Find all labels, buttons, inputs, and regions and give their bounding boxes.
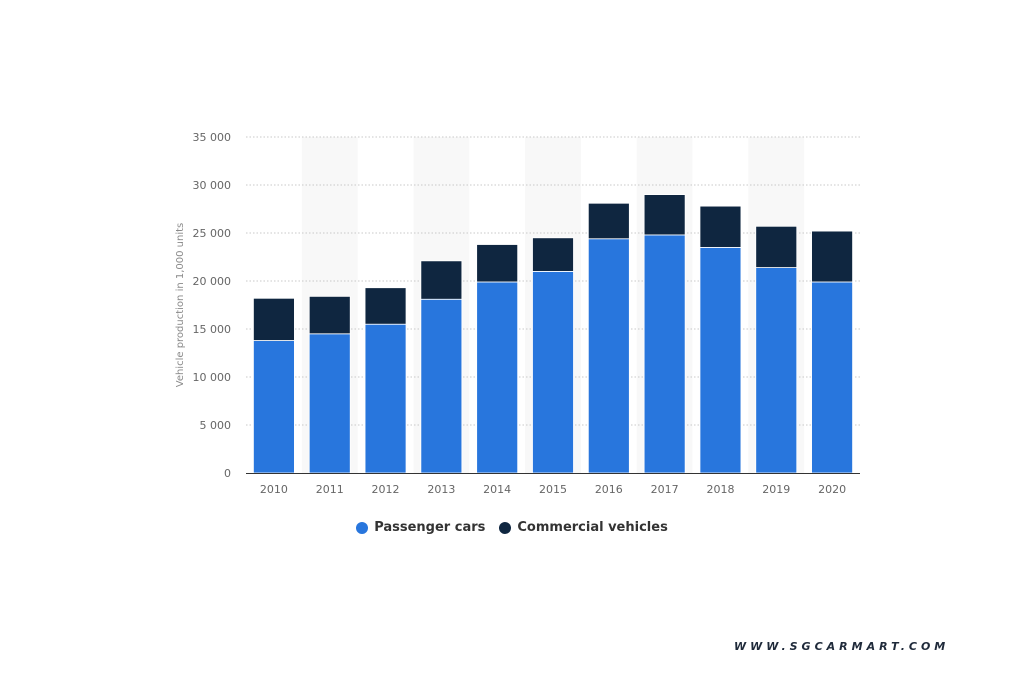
bar-passenger-cars-2019[interactable] (755, 267, 798, 474)
bar-passenger-cars-2015[interactable] (532, 270, 574, 474)
x-tick-label: 2015 (539, 483, 567, 496)
bar-commercial-vehicles-2016[interactable] (587, 202, 630, 240)
bar-commercial-vehicles-2010[interactable] (253, 297, 295, 341)
bar-commercial-vehicles-2011[interactable] (308, 295, 351, 335)
bar-passenger-cars-2016[interactable] (587, 238, 630, 474)
bar-commercial-vehicles-2020[interactable] (811, 230, 853, 283)
legend-item-passenger-cars[interactable]: Passenger cars (356, 520, 485, 535)
y-tick-label: 30 000 (193, 179, 232, 192)
legend-swatch-passenger-cars (356, 521, 369, 534)
legend-swatch-commercial-vehicles (499, 521, 512, 534)
legend-item-commercial-vehicles[interactable]: Commercial vehicles (499, 520, 668, 535)
bar-commercial-vehicles-2014[interactable] (476, 244, 519, 283)
x-tick-label: 2019 (762, 483, 790, 496)
legend: Passenger cars Commercial vehicles (0, 520, 1024, 535)
bar-commercial-vehicles-2015[interactable] (532, 237, 574, 272)
bar-commercial-vehicles-2012[interactable] (364, 287, 407, 325)
bars (253, 194, 853, 474)
x-tick-labels: 2010 2011 2012 2013 2014 2015 2016 2017 2018 2019… (260, 483, 846, 496)
bar-passenger-cars-2017[interactable] (643, 234, 686, 474)
bar-commercial-vehicles-2017[interactable] (643, 194, 686, 236)
y-tick-label: 10 000 (193, 371, 232, 384)
x-tick-label: 2020 (818, 483, 846, 496)
bar-passenger-cars-2011[interactable] (308, 333, 351, 474)
y-tick-label: 0 (224, 467, 231, 480)
y-tick-label: 35 000 (193, 131, 232, 144)
x-tick-label: 2010 (260, 483, 288, 496)
legend-label-passenger-cars: Passenger cars (374, 520, 486, 535)
x-tick-label: 2017 (651, 483, 679, 496)
bar-commercial-vehicles-2013[interactable] (420, 260, 463, 300)
y-tick-label: 25 000 (193, 227, 232, 240)
x-tick-label: 2016 (595, 483, 623, 496)
x-tick-label: 2014 (483, 483, 511, 496)
bar-passenger-cars-2013[interactable] (420, 298, 463, 474)
bar-commercial-vehicles-2019[interactable] (755, 225, 798, 268)
y-tick-labels: 0 5 000 10 000 15 000 20 000 25 000 30 000 35 0… (193, 131, 232, 480)
bar-passenger-cars-2020[interactable] (811, 281, 853, 474)
bar-passenger-cars-2010[interactable] (253, 340, 295, 474)
y-tick-label: 15 000 (193, 323, 232, 336)
watermark: WWW.SGCARMART.COM (734, 640, 950, 653)
bar-passenger-cars-2018[interactable] (699, 246, 742, 474)
x-tick-label: 2013 (427, 483, 455, 496)
legend-label-commercial-vehicles: Commercial vehicles (517, 520, 668, 535)
x-tick-label: 2018 (706, 483, 734, 496)
bar-passenger-cars-2014[interactable] (476, 281, 519, 474)
y-axis-title: Vehicle production in 1,000 units (175, 223, 186, 388)
bar-passenger-cars-2012[interactable] (364, 323, 407, 474)
x-tick-label: 2011 (316, 483, 344, 496)
y-tick-label: 5 000 (200, 419, 232, 432)
x-tick-label: 2012 (372, 483, 400, 496)
y-tick-label: 20 000 (193, 275, 232, 288)
bar-commercial-vehicles-2018[interactable] (699, 205, 742, 248)
